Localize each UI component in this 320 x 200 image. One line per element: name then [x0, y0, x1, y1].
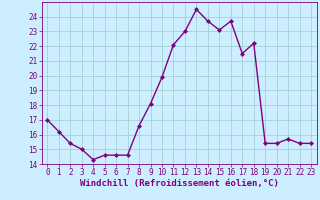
X-axis label: Windchill (Refroidissement éolien,°C): Windchill (Refroidissement éolien,°C)	[80, 179, 279, 188]
